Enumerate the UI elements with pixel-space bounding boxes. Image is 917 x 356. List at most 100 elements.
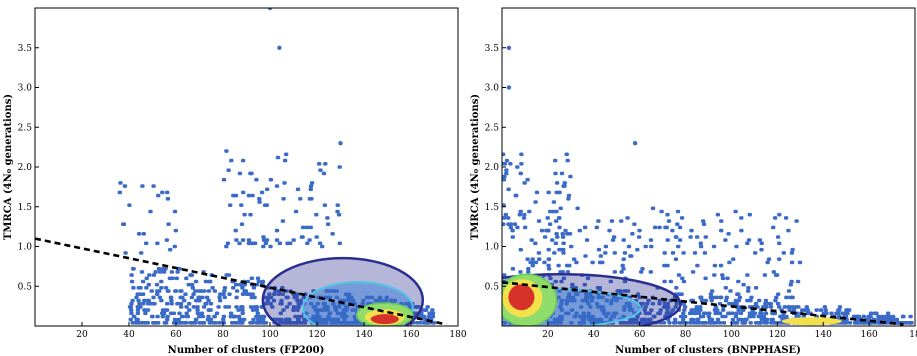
data-point — [172, 244, 177, 249]
data-point — [733, 209, 738, 214]
data-point — [730, 311, 735, 316]
data-point — [296, 305, 301, 309]
data-point — [784, 314, 789, 319]
data-point — [165, 317, 170, 322]
data-point — [736, 317, 741, 322]
data-point — [517, 212, 522, 217]
data-point — [546, 247, 551, 252]
data-point — [515, 165, 520, 169]
data-point — [634, 321, 640, 325]
data-point — [282, 181, 287, 185]
data-point — [771, 321, 776, 325]
data-point — [908, 314, 913, 319]
data-point — [295, 187, 301, 192]
data-point — [249, 295, 254, 300]
data-point — [264, 187, 270, 192]
data-point — [695, 308, 701, 312]
data-point — [667, 321, 672, 325]
data-point — [185, 314, 191, 319]
data-point — [551, 200, 557, 204]
data-point — [643, 305, 648, 309]
data-point — [582, 225, 588, 230]
data-point — [233, 193, 239, 198]
data-point — [213, 321, 218, 325]
data-point — [696, 311, 702, 316]
data-point — [657, 301, 662, 306]
data-point — [295, 292, 300, 296]
data-point — [721, 321, 727, 325]
data-point — [794, 219, 799, 223]
data-point — [184, 321, 189, 325]
data-point — [231, 286, 236, 290]
data-point — [713, 305, 718, 309]
data-point — [279, 298, 284, 303]
data-point — [823, 308, 828, 312]
data-point — [277, 241, 283, 246]
data-point — [707, 311, 712, 316]
data-point — [502, 174, 507, 179]
data-point — [187, 308, 192, 312]
data-point — [276, 292, 282, 296]
data-point — [151, 295, 156, 300]
data-point — [138, 286, 143, 290]
data-point — [635, 314, 640, 319]
data-point — [757, 298, 762, 303]
data-point — [525, 257, 530, 261]
data-point — [172, 209, 178, 214]
data-point — [259, 190, 265, 195]
data-point — [550, 238, 555, 242]
data-point — [287, 301, 292, 306]
data-point — [715, 308, 720, 312]
data-point — [221, 292, 226, 296]
data-point — [196, 295, 201, 300]
data-point — [569, 244, 574, 249]
data-point — [137, 301, 142, 306]
data-point — [553, 158, 558, 163]
data-point — [431, 321, 436, 325]
data-point — [521, 216, 527, 220]
y-tick-label: 1.0 — [18, 243, 33, 253]
data-point — [721, 308, 726, 312]
data-point — [145, 308, 151, 312]
data-point — [335, 209, 340, 214]
data-point — [747, 212, 752, 217]
data-point — [775, 235, 781, 239]
data-point — [706, 314, 711, 319]
data-point — [285, 295, 290, 300]
data-point — [572, 257, 577, 261]
data-point — [248, 241, 253, 246]
data-point — [771, 270, 776, 274]
data-point — [305, 241, 310, 246]
data-point — [786, 228, 791, 233]
data-point — [165, 197, 171, 201]
data-point — [142, 298, 147, 303]
data-point — [662, 305, 668, 309]
data-point — [814, 308, 819, 312]
data-point — [249, 276, 254, 281]
data-point — [780, 314, 785, 319]
data-point — [280, 219, 286, 223]
data-point — [527, 209, 532, 214]
data-point — [522, 212, 527, 217]
data-point — [148, 301, 153, 306]
data-point — [597, 260, 603, 265]
data-point — [719, 228, 724, 233]
data-point — [662, 263, 667, 268]
data-point — [681, 317, 686, 322]
data-point — [598, 254, 603, 258]
data-point — [240, 292, 246, 296]
data-point — [423, 308, 429, 312]
x-tick-label: 100 — [723, 330, 740, 340]
data-point — [518, 247, 523, 252]
data-point — [258, 321, 263, 325]
data-point — [230, 321, 236, 325]
data-point — [627, 321, 632, 325]
data-point — [577, 228, 582, 233]
data-point — [291, 308, 297, 312]
data-point — [761, 314, 767, 319]
data-point — [140, 279, 146, 284]
data-point — [506, 222, 511, 226]
data-point — [274, 238, 280, 242]
data-point — [818, 308, 824, 312]
data-point — [665, 238, 670, 242]
